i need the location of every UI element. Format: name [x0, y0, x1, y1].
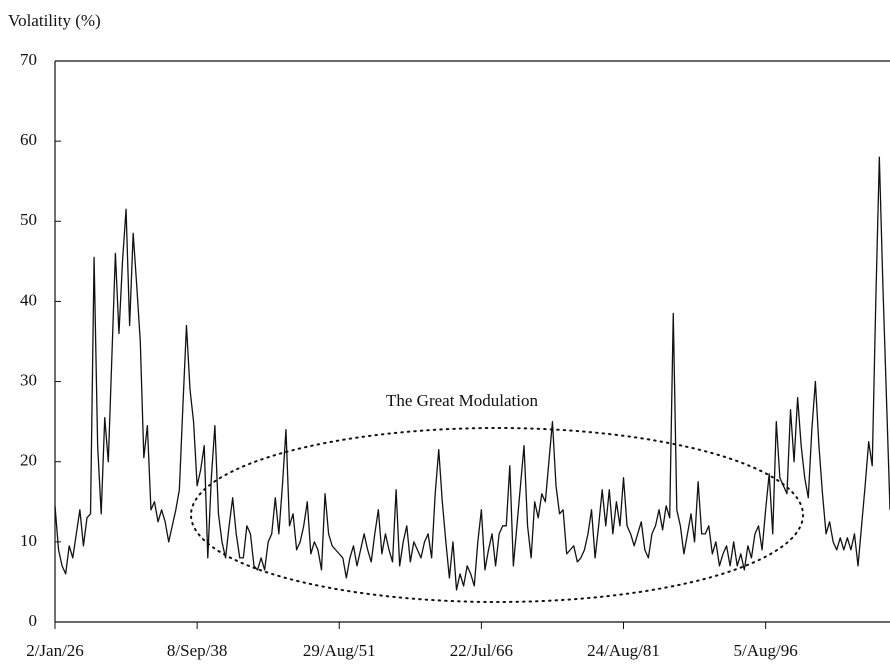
y-tick-label: 30 — [20, 370, 37, 389]
data-line — [54, 156, 890, 591]
y-tick-label: 50 — [20, 210, 37, 229]
y-tick-label: 0 — [29, 611, 38, 630]
x-tick-label: 5/Aug/96 — [734, 641, 798, 660]
x-tick-label: 29/Aug/51 — [303, 641, 376, 660]
y-tick-label: 10 — [20, 531, 37, 550]
x-tick-label: 22/Jul/66 — [450, 641, 513, 660]
y-tick-label: 20 — [20, 451, 37, 470]
annotation-ellipse — [190, 427, 804, 603]
y-tick-label: 40 — [20, 290, 37, 309]
annotation: The Great Modulation — [386, 391, 539, 410]
x-tick-label: 8/Sep/38 — [167, 641, 227, 660]
y-axis-label: Volatility (%) — [8, 11, 101, 30]
x-tick-label: 2/Jan/26 — [26, 641, 84, 660]
y-tick-label: 60 — [20, 130, 37, 149]
x-tick-label: 24/Aug/81 — [587, 641, 660, 660]
y-tick-label: 70 — [20, 50, 37, 69]
